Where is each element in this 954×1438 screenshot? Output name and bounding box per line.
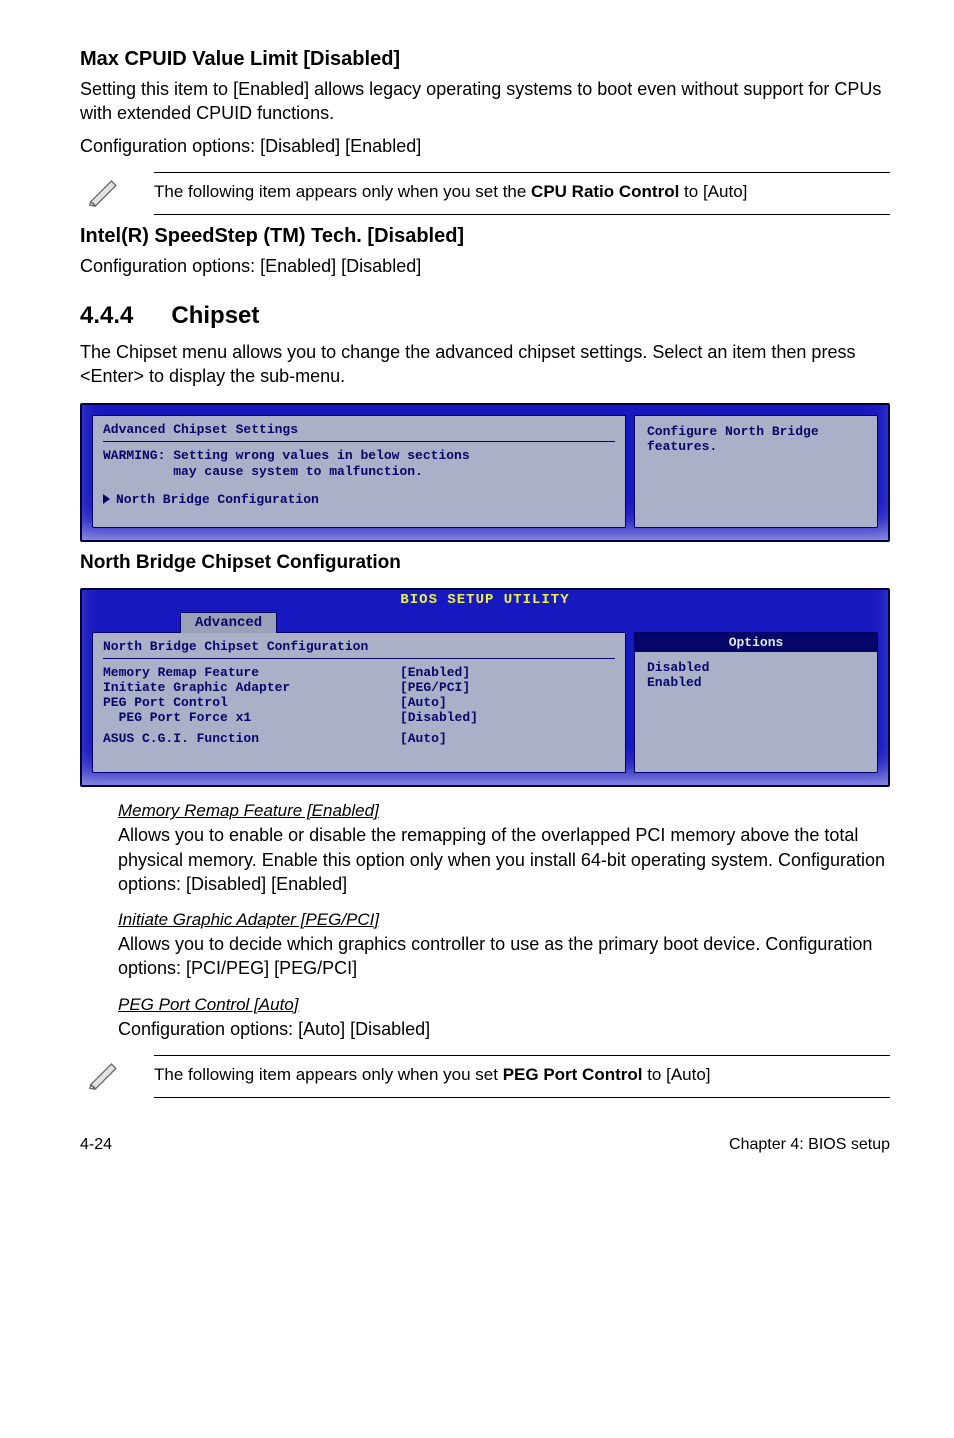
bios2-right: Options Disabled Enabled [634, 632, 878, 773]
para-max-cpuid-1: Setting this item to [Enabled] allows le… [80, 77, 890, 126]
bios2-row-2[interactable]: PEG Port Control [Auto] [103, 695, 615, 710]
note1-post: to [Auto] [679, 182, 747, 201]
footer-left: 4-24 [80, 1136, 112, 1154]
item-iga-para: Allows you to decide which graphics cont… [118, 932, 890, 981]
bios2-right-l2: Enabled [647, 675, 867, 690]
bios1-right-l2: features. [647, 439, 867, 454]
note2-pre: The following item appears only when you… [154, 1065, 503, 1084]
note-row-1: The following item appears only when you… [80, 172, 890, 215]
bios2-row-gap-val: [Auto] [400, 731, 615, 746]
bios2-row-0-label: Memory Remap Feature [103, 665, 400, 680]
page: Max CPUID Value Limit [Disabled] Setting… [0, 0, 954, 1186]
bios2-row-2-val: [Auto] [400, 695, 615, 710]
bios2-row-gap-label: ASUS C.G.I. Function [103, 731, 400, 746]
heading-nbcc: North Bridge Chipset Configuration [80, 552, 890, 574]
bios2-title: BIOS SETUP UTILITY [82, 590, 888, 608]
bios2-row-0-val: [Enabled] [400, 665, 615, 680]
bios1-link-row[interactable]: North Bridge Configuration [103, 492, 615, 507]
bios2-row-1[interactable]: Initiate Graphic Adapter [PEG/PCI] [103, 680, 615, 695]
bios-box-1: Advanced Chipset Settings WARMING: Setti… [80, 403, 890, 543]
note-text-wrap-2: The following item appears only when you… [154, 1055, 890, 1098]
section-chipset-heading: 4.4.4 Chipset [80, 302, 890, 330]
note2-bold: PEG Port Control [503, 1065, 643, 1084]
bios-box-2: BIOS SETUP UTILITY Advanced North Bridge… [80, 588, 890, 787]
bios2-row-2-label: PEG Port Control [103, 695, 400, 710]
bios2-row-1-label: Initiate Graphic Adapter [103, 680, 400, 695]
note-text-wrap-1: The following item appears only when you… [154, 172, 890, 215]
pencil-icon [80, 172, 132, 208]
para-speedstep: Configuration options: [Enabled] [Disabl… [80, 254, 890, 278]
item-peg-title: PEG Port Control [Auto] [118, 995, 890, 1015]
page-footer: 4-24 Chapter 4: BIOS setup [80, 1136, 890, 1154]
bios2-row-3[interactable]: PEG Port Force x1 [Disabled] [103, 710, 615, 725]
note-text-1: The following item appears only when you… [154, 182, 747, 201]
bios1-warn2: may cause system to malfunction. [103, 464, 615, 480]
bios1-right-l1: Configure North Bridge [647, 424, 867, 439]
bios1-left-heading: Advanced Chipset Settings [103, 422, 615, 437]
bios1-warn1: WARMING: Setting wrong values in below s… [103, 448, 615, 464]
bios2-row-0[interactable]: Memory Remap Feature [Enabled] [103, 665, 615, 680]
item-iga-title: Initiate Graphic Adapter [PEG/PCI] [118, 910, 890, 930]
note1-pre: The following item appears only when you… [154, 182, 531, 201]
bios2-left: North Bridge Chipset Configuration Memor… [92, 632, 626, 773]
bios2-right-l1: Disabled [647, 660, 867, 675]
section-number: 4.4.4 [80, 302, 133, 330]
triangle-icon [103, 494, 110, 504]
heading-max-cpuid: Max CPUID Value Limit [Disabled] [80, 48, 890, 71]
item-mr-title: Memory Remap Feature [Enabled] [118, 801, 890, 821]
note1-bold: CPU Ratio Control [531, 182, 679, 201]
item-mr-para: Allows you to enable or disable the rema… [118, 823, 890, 896]
bios1-hr [103, 441, 615, 442]
bios1-left: Advanced Chipset Settings WARMING: Setti… [92, 415, 626, 529]
heading-speedstep: Intel(R) SpeedStep (TM) Tech. [Disabled] [80, 225, 890, 248]
note2-post: to [Auto] [642, 1065, 710, 1084]
bios2-left-heading: North Bridge Chipset Configuration [103, 639, 615, 654]
items-block: Memory Remap Feature [Enabled] Allows yo… [118, 801, 890, 1041]
bios1-body: Advanced Chipset Settings WARMING: Setti… [92, 415, 878, 529]
bios2-row-1-val: [PEG/PCI] [400, 680, 615, 695]
bios2-row-3-val: [Disabled] [400, 710, 615, 725]
bios1-right: Configure North Bridge features. [634, 415, 878, 529]
pencil-icon [80, 1055, 132, 1091]
bios2-right-title: Options [635, 633, 877, 652]
footer-right: Chapter 4: BIOS setup [729, 1136, 890, 1154]
bios2-hr [103, 658, 615, 659]
bios2-tabs: Advanced [82, 608, 888, 632]
bios1-link: North Bridge Configuration [116, 492, 319, 507]
bios2-row-gap[interactable]: ASUS C.G.I. Function [Auto] [103, 731, 615, 746]
bios2-body: North Bridge Chipset Configuration Memor… [92, 632, 878, 773]
chipset-intro: The Chipset menu allows you to change th… [80, 340, 890, 389]
note-row-2: The following item appears only when you… [80, 1055, 890, 1098]
bios2-tab-advanced[interactable]: Advanced [180, 612, 277, 633]
bios2-row-3-label: PEG Port Force x1 [103, 710, 400, 725]
item-peg-para: Configuration options: [Auto] [Disabled] [118, 1017, 890, 1041]
para-max-cpuid-2: Configuration options: [Disabled] [Enabl… [80, 134, 890, 158]
section-title: Chipset [171, 302, 259, 330]
note-text-2: The following item appears only when you… [154, 1065, 711, 1084]
